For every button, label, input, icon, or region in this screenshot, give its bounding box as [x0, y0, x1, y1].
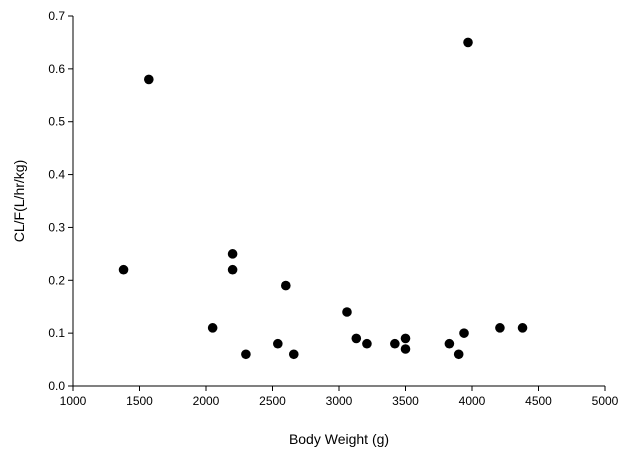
- x-tick-label: 1500: [126, 394, 153, 408]
- data-point: [495, 323, 505, 333]
- x-tick-label: 2000: [193, 394, 220, 408]
- data-point: [227, 264, 238, 275]
- y-tick-label: 0.2: [48, 273, 65, 287]
- y-axis-title: CL/F(L/hr/kg): [11, 160, 27, 242]
- y-tick-label: 0.5: [48, 115, 65, 129]
- data-point: [241, 349, 251, 360]
- data-point: [400, 344, 411, 354]
- data-point: [453, 349, 464, 360]
- data-point: [273, 338, 283, 349]
- y-tick-label: 0.3: [48, 220, 65, 234]
- data-point: [227, 249, 238, 259]
- data-point: [459, 328, 469, 338]
- x-tick-label: 1000: [60, 394, 87, 408]
- x-tick-label: 2500: [259, 394, 286, 408]
- x-tick-label: 3000: [326, 394, 353, 408]
- x-ticks: 1000 1500 2000 2500 3000 3500 4000 4500 5000: [60, 386, 619, 408]
- x-tick-label: 3500: [392, 394, 419, 408]
- x-axis-title: Body Weight (g): [289, 431, 389, 447]
- y-tick-label: 0.7: [48, 9, 65, 23]
- x-tick-label: 4000: [459, 394, 486, 408]
- y-tick-label: 0.0: [48, 379, 65, 393]
- y-tick-label: 0.4: [48, 168, 65, 182]
- data-point: [362, 338, 372, 349]
- data-point: [144, 74, 154, 85]
- data-point: [342, 307, 352, 317]
- data-point: [400, 333, 411, 344]
- data-point: [118, 264, 129, 275]
- y-tick-label: 0.1: [48, 326, 65, 340]
- y-ticks: 0.0 0.1 0.2 0.3 0.4 0.5 0.6 0.7: [48, 9, 73, 393]
- data-points: [118, 37, 528, 360]
- x-tick-label: 4500: [525, 394, 552, 408]
- data-point: [288, 349, 299, 360]
- plot-area: 1000 1500 2000 2500 3000 3500 4000 4500 5000 0.0…: [48, 9, 618, 408]
- data-point: [207, 323, 218, 333]
- data-point: [517, 323, 528, 333]
- data-point: [463, 37, 473, 48]
- data-point: [351, 333, 362, 344]
- y-tick-label: 0.6: [48, 62, 65, 76]
- data-point: [444, 338, 455, 349]
- data-point: [390, 338, 400, 349]
- x-tick-label: 5000: [592, 394, 619, 408]
- data-point: [281, 280, 291, 291]
